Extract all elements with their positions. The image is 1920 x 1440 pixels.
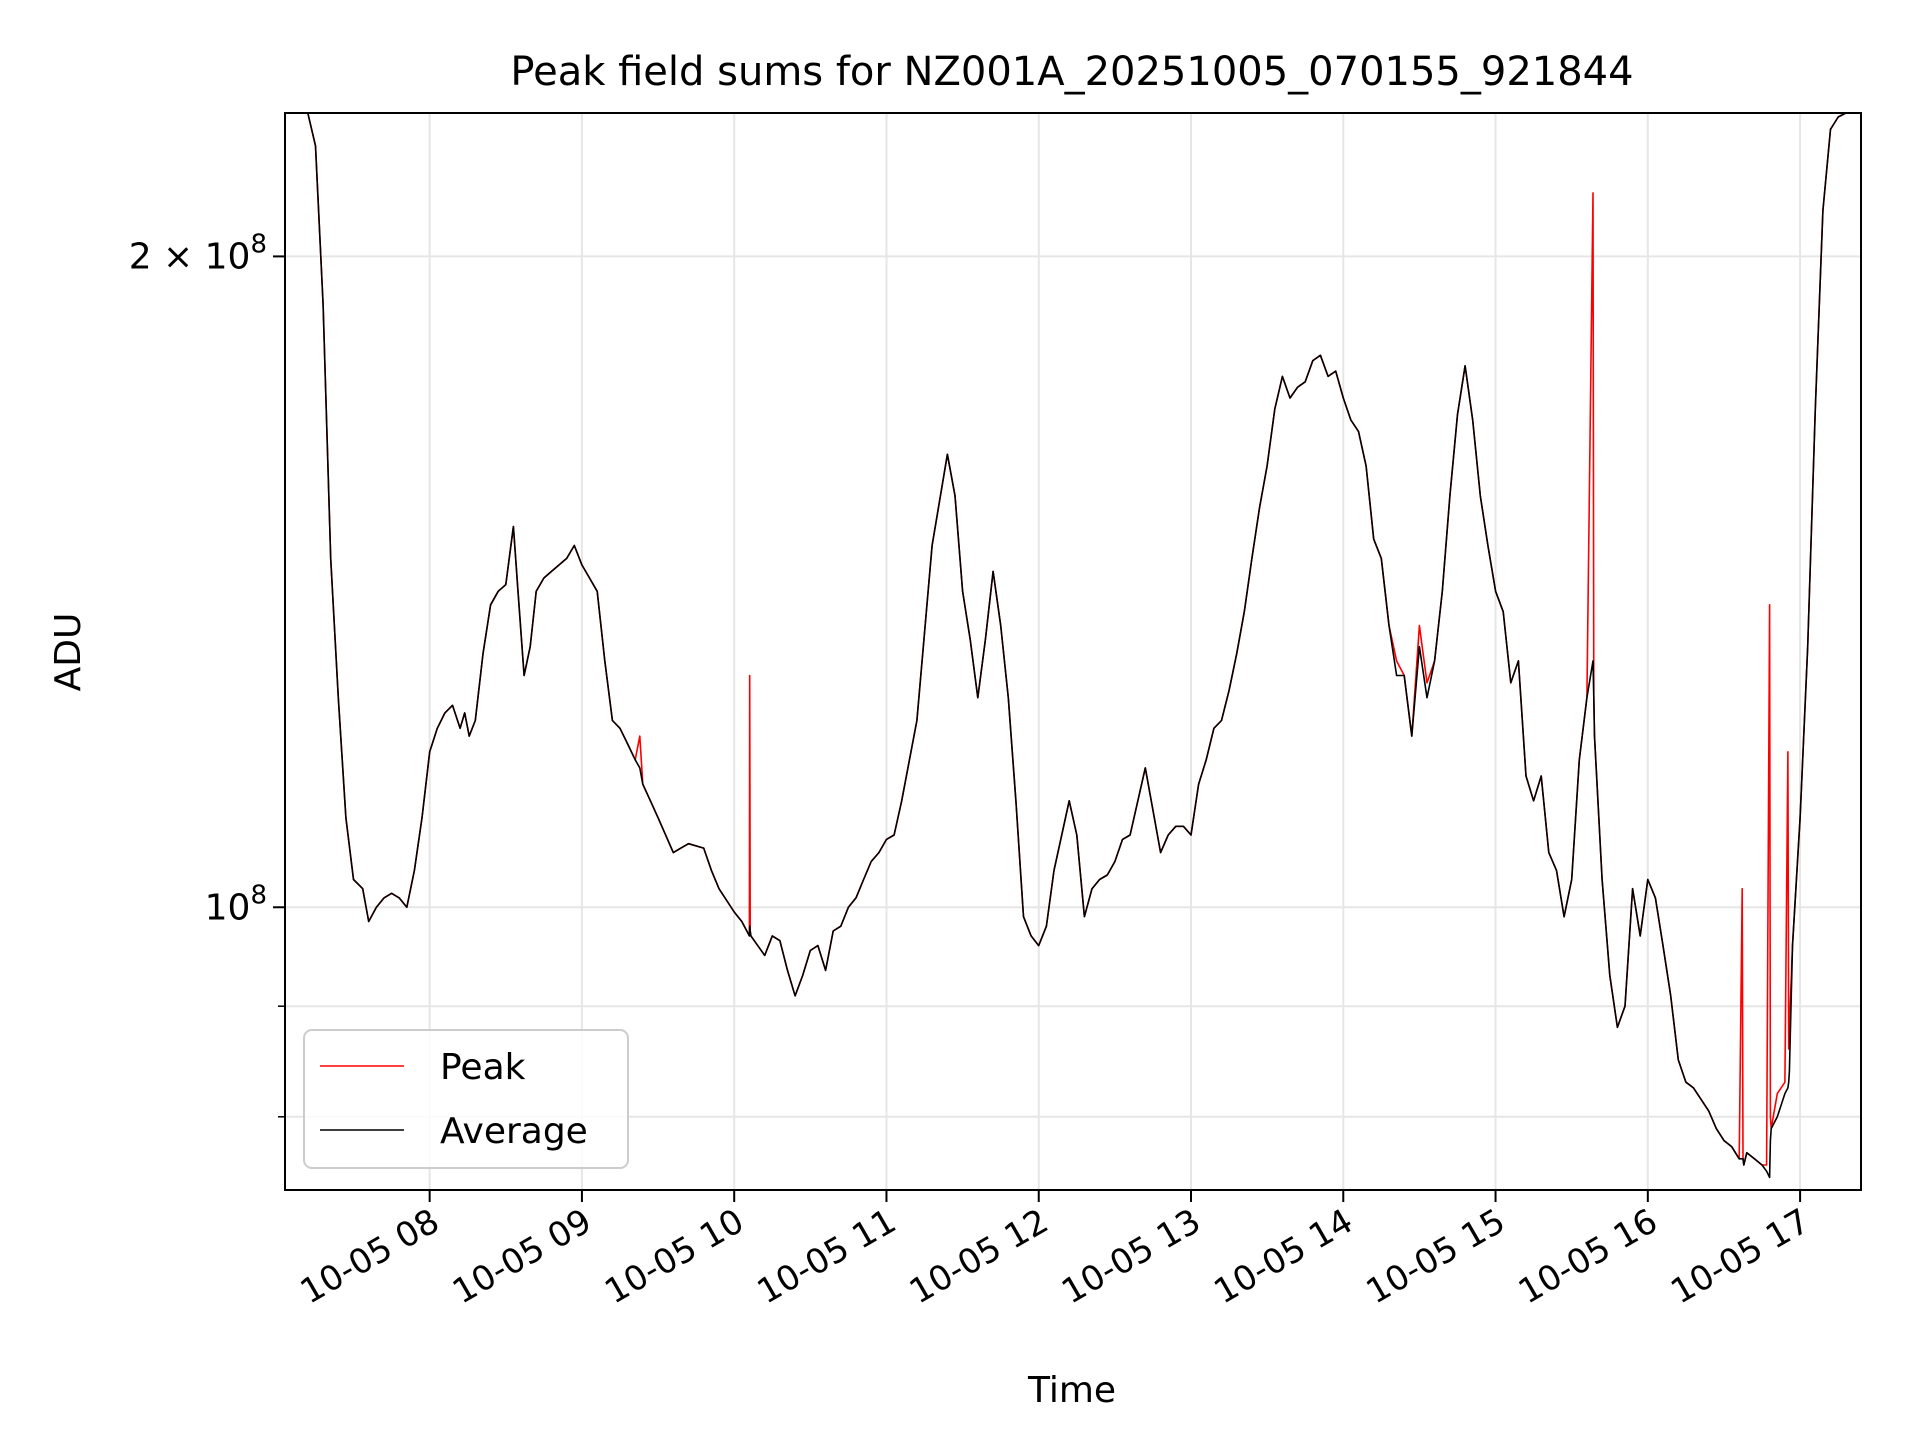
- x-axis-label: Time: [1027, 1370, 1116, 1411]
- y-axis-ticks: 108 2 × 108: [129, 229, 285, 1118]
- y-tick-label: 108: [205, 880, 267, 928]
- legend-box: [303, 1029, 629, 1169]
- chart-title: Peak field sums for NZ001A_20251005_0701…: [510, 49, 1633, 95]
- legend: Peak Average: [303, 1029, 629, 1169]
- plot-frame: [284, 112, 1862, 1191]
- grid-lines: [285, 113, 1861, 1190]
- series-lines: [285, 113, 1847, 1179]
- legend-peak-label: Peak: [440, 1047, 526, 1088]
- y-tick-label: 2 × 108: [129, 229, 267, 277]
- y-axis-label: ADU: [48, 613, 89, 692]
- series-line-average: [285, 113, 1847, 1179]
- legend-average-label: Average: [440, 1111, 588, 1152]
